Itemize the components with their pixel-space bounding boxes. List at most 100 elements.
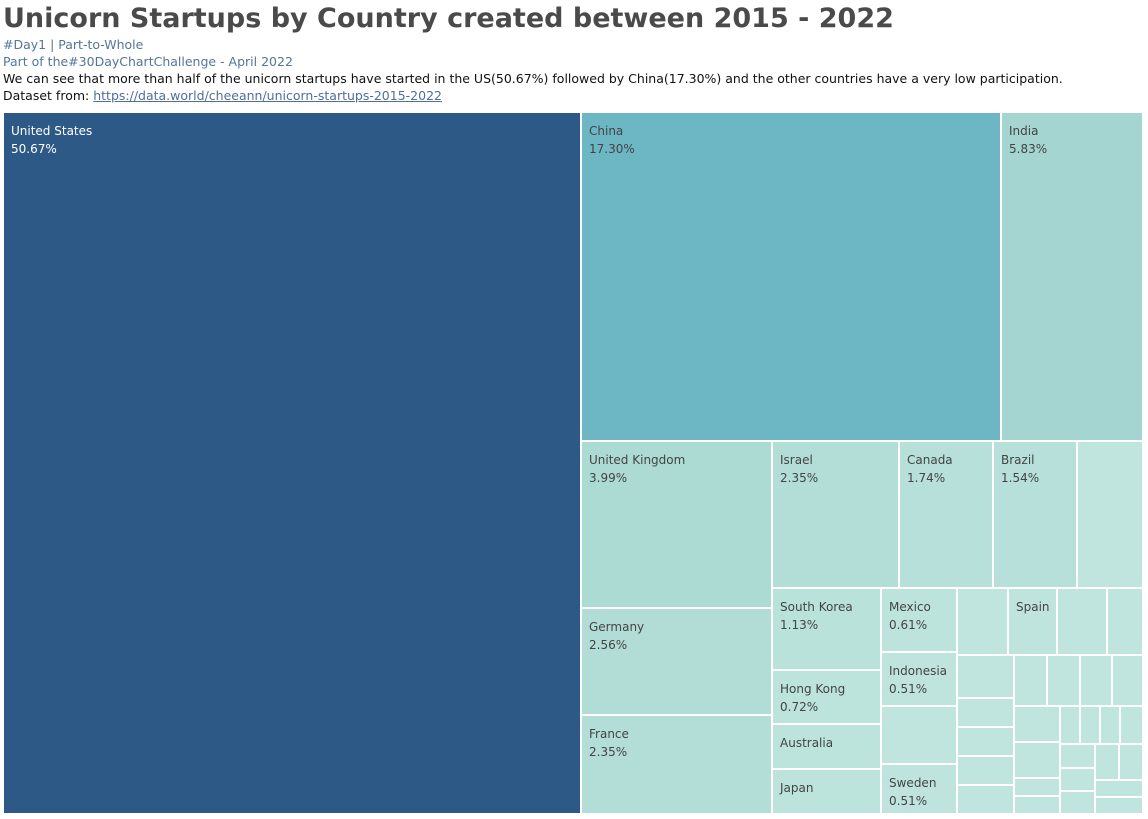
treemap-cell-indonesia[interactable]: Indonesia 0.51% xyxy=(881,652,957,706)
treemap-cell-unlabeled[interactable] xyxy=(1060,791,1095,814)
treemap-label: Indonesia 0.51% xyxy=(889,662,947,698)
country-share: 2.35% xyxy=(589,745,628,759)
treemap-cell-canada[interactable]: Canada 1.74% xyxy=(899,441,993,588)
dataset-link[interactable]: https://data.world/cheeann/unicorn-start… xyxy=(93,88,442,103)
chart-header: Unicorn Startups by Country created betw… xyxy=(3,0,1143,104)
country-share: 0.51% xyxy=(889,682,928,696)
treemap-cell-unlabeled[interactable] xyxy=(1077,441,1143,588)
treemap-cell-unlabeled[interactable] xyxy=(1120,706,1143,744)
treemap-cell-unlabeled[interactable] xyxy=(1060,768,1095,791)
treemap-cell-unlabeled[interactable] xyxy=(957,785,1014,814)
country-name: Brazil xyxy=(1001,453,1035,467)
country-name: United States xyxy=(11,124,93,138)
treemap-cell-unlabeled[interactable] xyxy=(957,655,1014,698)
country-share: 0.61% xyxy=(889,618,928,632)
treemap-label: China 17.30% xyxy=(589,122,635,158)
country-name: Indonesia xyxy=(889,664,948,678)
chart-description: We can see that more than half of the un… xyxy=(3,71,1063,86)
country-name: Spain xyxy=(1016,600,1050,614)
country-share: 17.30% xyxy=(589,142,635,156)
treemap-label: Sweden 0.51% xyxy=(889,774,936,810)
treemap-label: Canada 1.74% xyxy=(907,451,953,487)
country-name: Sweden xyxy=(889,776,937,790)
treemap-cell-france[interactable]: France 2.35% xyxy=(581,715,772,814)
treemap-label: Germany 2.56% xyxy=(589,618,644,654)
treemap-cell-unlabeled[interactable] xyxy=(957,698,1014,727)
challenge-name-label: Part of the#30DayChartChallenge - April … xyxy=(3,54,293,69)
treemap-cell-unlabeled[interactable] xyxy=(1014,706,1060,742)
treemap-label: Mexico 0.61% xyxy=(889,598,931,634)
country-name: Germany xyxy=(589,620,645,634)
treemap-cell-spain[interactable]: Spain xyxy=(1008,588,1057,655)
treemap-cell-australia[interactable]: Australia xyxy=(772,724,881,769)
treemap-cell-unlabeled[interactable] xyxy=(1095,744,1119,780)
treemap-cell-hong-kong[interactable]: Hong Kong 0.72% xyxy=(772,670,881,724)
country-share: 1.13% xyxy=(780,618,819,632)
treemap-cell-united-kingdom[interactable]: United Kingdom 3.99% xyxy=(581,441,772,608)
country-name: Hong Kong xyxy=(780,682,846,696)
treemap-label: Japan xyxy=(780,779,813,797)
challenge-day-label: #Day1 | Part-to-Whole xyxy=(3,37,144,52)
treemap-cell-unlabeled[interactable] xyxy=(1047,655,1080,706)
treemap-cell-south-korea[interactable]: South Korea 1.13% xyxy=(772,588,881,670)
country-share: 0.51% xyxy=(889,794,928,808)
country-name: United Kingdom xyxy=(589,453,686,467)
treemap-cell-sweden[interactable]: Sweden 0.51% xyxy=(881,764,957,814)
treemap-cell-unlabeled[interactable] xyxy=(1080,706,1100,744)
country-share: 0.72% xyxy=(780,700,819,714)
dataset-source: Dataset from: https://data.world/cheeann… xyxy=(3,87,1143,104)
country-name: China xyxy=(589,124,624,138)
treemap-cell-germany[interactable]: Germany 2.56% xyxy=(581,608,772,715)
treemap-cell-china[interactable]: China 17.30% xyxy=(581,112,1001,441)
treemap-cell-unlabeled[interactable] xyxy=(1095,780,1143,797)
treemap-label: Australia xyxy=(780,734,833,752)
treemap-label: India 5.83% xyxy=(1009,122,1047,158)
country-name: India xyxy=(1009,124,1039,138)
treemap: United States 50.67% China 17.30% India 5.83%… xyxy=(3,112,1143,814)
country-name: South Korea xyxy=(780,600,853,614)
treemap-cell-unlabeled[interactable] xyxy=(1014,742,1060,778)
treemap-cell-unlabeled[interactable] xyxy=(1014,796,1060,814)
treemap-cell-japan[interactable]: Japan xyxy=(772,769,881,814)
country-share: 50.67% xyxy=(11,142,57,156)
treemap-label: Brazil 1.54% xyxy=(1001,451,1039,487)
treemap-label: Spain xyxy=(1016,598,1050,616)
treemap-label: Hong Kong 0.72% xyxy=(780,680,845,716)
country-name: Canada xyxy=(907,453,953,467)
treemap-cell-unlabeled[interactable] xyxy=(1080,655,1112,706)
country-share: 3.99% xyxy=(589,471,628,485)
treemap-cell-unlabeled[interactable] xyxy=(1119,744,1143,780)
country-name: Israel xyxy=(780,453,813,467)
country-name: Japan xyxy=(780,781,814,795)
treemap-label: South Korea 1.13% xyxy=(780,598,853,634)
treemap-cell-unlabeled[interactable] xyxy=(957,756,1014,785)
treemap-label: United States 50.67% xyxy=(11,122,92,158)
dataset-prefix: Dataset from: xyxy=(3,88,90,103)
treemap-cell-mexico[interactable]: Mexico 0.61% xyxy=(881,588,957,652)
country-share: 1.54% xyxy=(1001,471,1040,485)
country-name: Mexico xyxy=(889,600,931,614)
treemap-cell-united-states[interactable]: United States 50.67% xyxy=(3,112,581,814)
country-name: Australia xyxy=(780,736,834,750)
treemap-cell-unlabeled[interactable] xyxy=(1112,655,1143,706)
treemap-cell-unlabeled[interactable] xyxy=(1057,588,1107,655)
treemap-cell-india[interactable]: India 5.83% xyxy=(1001,112,1143,441)
country-share: 2.56% xyxy=(589,638,628,652)
treemap-label: France 2.35% xyxy=(589,725,629,761)
treemap-label: United Kingdom 3.99% xyxy=(589,451,685,487)
country-share: 5.83% xyxy=(1009,142,1048,156)
treemap-cell-unlabeled[interactable] xyxy=(1100,706,1120,744)
treemap-cell-unlabeled[interactable] xyxy=(1014,778,1060,796)
country-share: 1.74% xyxy=(907,471,946,485)
treemap-cell-unlabeled[interactable] xyxy=(1014,655,1047,706)
treemap-cell-unlabeled[interactable] xyxy=(1095,797,1143,814)
treemap-cell-brazil[interactable]: Brazil 1.54% xyxy=(993,441,1077,588)
treemap-cell-unlabeled[interactable] xyxy=(1060,706,1080,744)
treemap-cell-israel[interactable]: Israel 2.35% xyxy=(772,441,899,588)
treemap-cell-unlabeled[interactable] xyxy=(1060,744,1095,768)
treemap-cell-unlabeled[interactable] xyxy=(957,588,1008,655)
treemap-cell-unlabeled[interactable] xyxy=(881,706,957,764)
chart-title: Unicorn Startups by Country created betw… xyxy=(3,3,894,34)
treemap-cell-unlabeled[interactable] xyxy=(1107,588,1143,655)
treemap-cell-unlabeled[interactable] xyxy=(957,727,1014,756)
